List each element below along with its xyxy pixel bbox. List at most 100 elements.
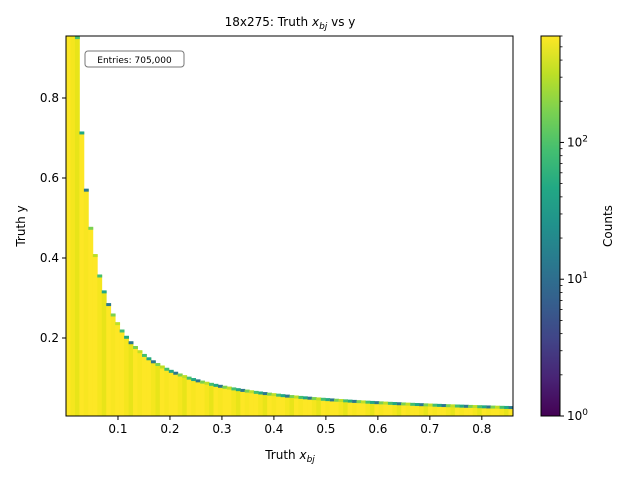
heatmap-cell-column: [472, 405, 478, 416]
heatmap-cell-column: [454, 405, 460, 416]
heatmap-edge-cell: [472, 405, 478, 409]
colorbar-tick-label: 101: [567, 271, 588, 286]
heatmap-cell-column: [271, 393, 277, 416]
heatmap-cell-column: [414, 403, 420, 416]
heatmap-edge-cell: [504, 405, 509, 409]
heatmap-edge-cell: [124, 335, 129, 339]
heatmap-cell-column: [182, 375, 188, 416]
x-axis-ticks: 0.1 0.2 0.3 0.4 0.5 0.6 0.7 0.8: [108, 416, 491, 436]
heatmap-cell-column: [293, 396, 299, 416]
heatmap-cell-column: [383, 402, 389, 416]
heatmap-edge-cell: [468, 404, 474, 408]
heatmap-edge-cell: [428, 403, 433, 407]
y-tick-label: 0.6: [40, 171, 59, 185]
heatmap-edge-cell: [347, 399, 353, 403]
heatmap-cell-column: [325, 398, 331, 416]
entries-box: [84, 50, 185, 68]
heatmap-edge-cell: [285, 394, 290, 398]
heatmap-edge-cell: [213, 383, 219, 387]
heatmap-cell-column: [200, 381, 205, 416]
heatmap-cell-column: [504, 406, 509, 416]
heatmap-cell-column: [155, 363, 161, 416]
heatmap-edge-cell: [432, 403, 438, 407]
heatmap-cell-column: [226, 387, 232, 416]
heatmap-cell-column: [463, 405, 469, 416]
heatmap-cell-column: [213, 384, 219, 416]
heatmap-cell-column: [481, 405, 487, 416]
heatmap-edge-cell: [369, 400, 375, 404]
heatmap-cell-column: [258, 392, 264, 416]
heatmap-cell-column: [361, 400, 366, 416]
heatmap-edge-cell: [133, 345, 138, 349]
heatmap-cell-column: [428, 404, 433, 416]
heatmap-cell-column: [441, 404, 447, 416]
heatmap-cell-column: [334, 399, 340, 416]
heatmap-cell-column: [83, 189, 89, 416]
y-axis-label: Truth y: [14, 205, 28, 247]
heatmap-edge-cell: [271, 393, 277, 397]
x-tick-label: 0.4: [264, 422, 283, 436]
heatmap-cell-column: [244, 390, 250, 416]
heatmap-edge-cell: [423, 403, 429, 407]
entries-text: Entries: 705,000: [97, 56, 172, 66]
heatmap-edge-cell: [244, 389, 250, 393]
heatmap-cell-column: [141, 354, 147, 416]
heatmap-cell-column: [338, 399, 344, 416]
heatmap-edge-cell: [374, 401, 380, 405]
heatmap-edge-cell: [334, 398, 340, 402]
heatmap-edge-cell: [302, 396, 308, 400]
heatmap-cell-column: [191, 378, 197, 416]
heatmap-cell-column: [302, 396, 308, 416]
heatmap-edge-cell: [481, 405, 487, 409]
heatmap-edge-cell: [410, 402, 416, 406]
x-tick-label: 0.1: [108, 422, 127, 436]
heatmap-cell-column: [235, 388, 241, 416]
heatmap-cell-column: [106, 303, 112, 416]
heatmap-cell-column: [164, 368, 170, 416]
heatmap-cell-column: [128, 341, 134, 416]
heatmap-edge-cell: [173, 371, 179, 375]
heatmap-edge-cell: [177, 373, 183, 377]
heatmap-edge-cell: [110, 313, 116, 317]
heatmap-edge-cell: [195, 379, 201, 383]
heatmap-edge-cell: [186, 376, 192, 380]
heatmap-edge-cell: [128, 341, 134, 345]
heatmap-edge-cell: [106, 303, 112, 307]
heatmap-edge-cell: [262, 392, 268, 396]
heatmap-cell-column: [432, 404, 438, 416]
heatmap-cell-column: [240, 389, 246, 416]
heatmap-edge-cell: [352, 399, 357, 403]
heatmap-edge-cell: [356, 400, 362, 404]
heatmap-edge-cell: [226, 386, 232, 390]
heatmap-edge-cell: [79, 131, 85, 135]
heatmap-edge-cell: [508, 406, 514, 410]
heatmap-cell-column: [253, 391, 259, 416]
heatmap-cell-column: [70, 36, 76, 416]
heatmap-edge-cell: [365, 400, 371, 404]
x-tick-label: 0.7: [420, 422, 439, 436]
heatmap-cell-column: [280, 394, 286, 416]
heatmap-edge-cell: [392, 402, 398, 406]
heatmap-cell-column: [307, 397, 313, 416]
heatmap-cell-column: [450, 404, 456, 416]
heatmap-edge-cell: [450, 404, 456, 408]
heatmap-cell-column: [459, 405, 465, 416]
heatmap-edge-cell: [253, 390, 259, 394]
heatmap-cell-column: [405, 403, 411, 416]
heatmap-edge-cell: [97, 274, 103, 278]
colorbar-tick-label: 100: [567, 408, 588, 423]
heatmap-edge-cell: [401, 402, 407, 406]
colorbar-gradient: [540, 35, 561, 417]
heatmap-cell-column: [276, 394, 281, 416]
heatmap-edge-cell: [231, 387, 237, 391]
heatmap-edge-cell: [396, 402, 402, 406]
heatmap-edge-cell: [437, 403, 442, 407]
heatmap-edge-cell: [490, 405, 496, 409]
heatmap-cell-column: [347, 400, 353, 416]
heatmap-cell-column: [311, 397, 317, 416]
heatmap-edge-cell: [88, 226, 94, 230]
heatmap-cell-column: [329, 398, 335, 416]
heatmap-cell-column: [423, 403, 429, 416]
heatmap-cell-column: [495, 406, 500, 416]
heatmap-cell-column: [468, 405, 474, 416]
